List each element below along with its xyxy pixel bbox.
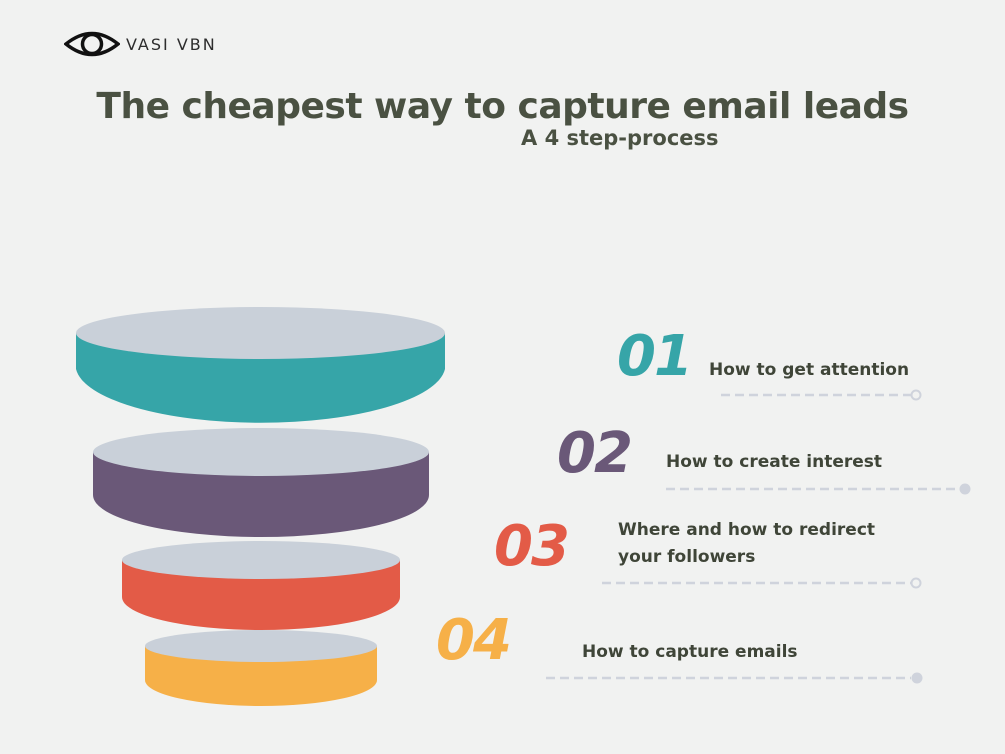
- leader-end-4: [911, 672, 923, 684]
- brand-name: VASI VBN: [126, 34, 217, 54]
- leader-end-3: [910, 577, 922, 589]
- step-number-2: 02: [557, 421, 633, 486]
- brand: VASI VBN: [64, 27, 217, 61]
- funnel-layer-2: [93, 428, 429, 537]
- page-title: The cheapest way to capture email leads: [96, 86, 909, 127]
- step-number-4: 04: [436, 608, 512, 673]
- funnel-layer-1: [76, 307, 445, 423]
- page-subtitle: A 4 step-process: [521, 126, 719, 150]
- eye-icon: [64, 31, 120, 57]
- step-label-1: How to get attention: [709, 360, 910, 380]
- step-label-3: Where and how to redirect your followers: [618, 520, 876, 567]
- leader-end-1: [910, 389, 922, 401]
- step-number-3: 03: [494, 514, 570, 579]
- step-label-4: How to capture emails: [582, 642, 798, 662]
- step-number-1: 01: [617, 324, 693, 389]
- leader-end-2: [959, 483, 971, 495]
- funnel-layer-3: [122, 541, 400, 630]
- funnel-layer-4: [145, 630, 377, 706]
- step-label-2: How to create interest: [666, 452, 883, 472]
